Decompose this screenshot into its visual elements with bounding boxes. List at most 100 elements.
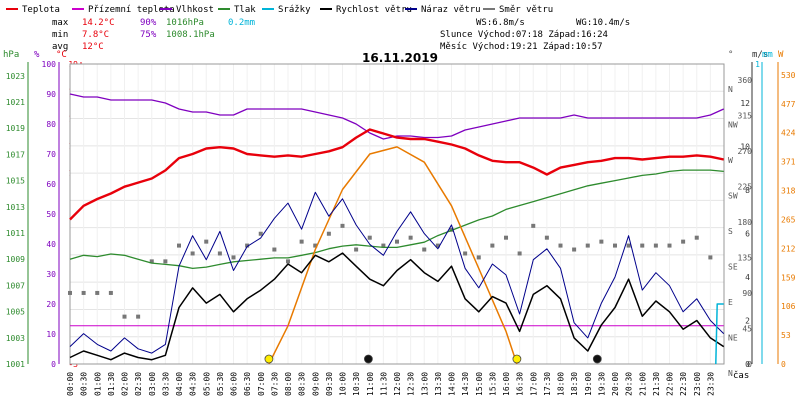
left-axis-tick: 80 [46, 120, 56, 129]
left-axis-tick: 1015 [6, 177, 25, 186]
stats-min-hum: 75% [140, 30, 157, 40]
right-axis-tick: 90 [742, 289, 752, 298]
x-tick-label: 14:00 [448, 372, 457, 396]
right-axis-tick: 315 [738, 111, 753, 120]
x-tick-label: 09:30 [325, 372, 334, 396]
direction-label: NW [728, 120, 738, 129]
left-axis-tick: 50 [46, 210, 56, 219]
wind-direction-point [258, 231, 263, 236]
x-tick-label: 23:30 [706, 372, 715, 396]
wind-direction-point [708, 255, 713, 260]
wind-direction-point [217, 251, 222, 256]
event-sunset [512, 354, 522, 364]
x-tick-label: 22:30 [679, 372, 688, 396]
wind-direction-point [490, 243, 495, 248]
right-axis-tick: 225 [738, 182, 753, 191]
x-tick-label: 13:00 [420, 372, 429, 396]
right-axis-tick: 0 [745, 360, 750, 369]
right-axis-tick: 270 [738, 147, 753, 156]
left-axis-tick: 0 [51, 360, 56, 369]
wind-direction-point [422, 247, 427, 252]
wind-direction-point [81, 290, 86, 295]
right-axes: °360N315NW270W225SW180S135SE90E45NE0Nm/s… [728, 50, 796, 378]
stats-avg-temp: 12°C [82, 42, 104, 52]
wind-direction-point [272, 247, 277, 252]
legend: Teplota Přízemní teplota Vlhkost Tlak Srážky… [6, 5, 553, 15]
series-line-sr-ky [715, 303, 724, 365]
plot-area [68, 63, 725, 365]
series-line-vlhkost [69, 93, 724, 140]
left-axis-tick: 1021 [6, 98, 25, 107]
right-axis-tick: 2 [745, 317, 750, 326]
direction-label: SE [728, 262, 738, 271]
wind-direction-point [122, 314, 127, 319]
right-axis-unit: mm [762, 50, 773, 60]
wind-direction-point [694, 235, 699, 240]
direction-label: E [728, 298, 733, 307]
x-tick-label: 21:00 [638, 372, 647, 396]
direction-label: W [728, 156, 733, 165]
wind-direction-point [572, 247, 577, 252]
right-axis-tick: 10 [740, 143, 750, 152]
series-marks [68, 93, 725, 365]
right-axis-tick: 1 [755, 60, 760, 69]
direction-label: NE [728, 333, 738, 342]
wind-direction-point [667, 243, 672, 248]
direction-label: SW [728, 191, 738, 200]
wind-direction-point [599, 239, 604, 244]
right-axis-tick: 4 [745, 273, 750, 282]
x-tick-label: 07:30 [270, 372, 279, 396]
right-axis-unit: m/s [752, 50, 768, 60]
stats-min-press: 1008.1hPa [166, 30, 215, 40]
wind-direction-point [681, 239, 686, 244]
wind-direction-point [163, 259, 168, 264]
legend-label: Tlak [234, 5, 256, 15]
wind-direction-point [640, 243, 645, 248]
x-tick-label: 22:00 [666, 372, 675, 396]
right-axis-unit: ° [728, 50, 733, 60]
wind-direction-point [299, 239, 304, 244]
right-axis-unit: W [778, 50, 784, 60]
stats-max-hum: 90% [140, 18, 157, 28]
wind-direction-point [177, 243, 181, 248]
right-axis-tick: 265 [781, 215, 796, 224]
wind-direction-point [408, 235, 413, 240]
x-tick-label: 11:30 [379, 372, 388, 396]
right-axis-tick: 6 [745, 230, 750, 239]
x-tick-label: 19:00 [584, 372, 593, 396]
wind-direction-point [544, 235, 549, 240]
stats-wind-gust: WG:10.4m/s [576, 18, 630, 28]
x-tick-label: 14:30 [461, 372, 470, 396]
left-axis-unit: hPa [3, 50, 19, 60]
x-tick-label: 05:00 [202, 372, 211, 396]
stats-max-temp: 14.2°C [82, 18, 115, 28]
left-axis-tick: 1001 [6, 360, 25, 369]
wind-direction-point [558, 243, 563, 248]
wind-direction-point [326, 231, 331, 236]
x-tick-label: 08:30 [298, 372, 307, 396]
wind-direction-point [204, 239, 209, 244]
stats-max-rain: 0.2mm [228, 18, 255, 28]
x-tick-label: 20:30 [625, 372, 634, 396]
x-tick-label: 04:30 [189, 372, 198, 396]
chart-title: 16.11.2019 [362, 51, 438, 65]
direction-label: S [728, 227, 733, 236]
right-axis-tick: 360 [738, 76, 753, 85]
x-tick-label: 01:30 [107, 372, 116, 396]
event-moonrise [592, 354, 602, 364]
stats-sun: Slunce Východ:07:18 Západ:16:24 [440, 30, 608, 40]
plot-frame [69, 63, 725, 365]
x-tick-label: 20:00 [611, 372, 620, 396]
left-axis-tick: 40 [46, 240, 56, 249]
right-axis-tick: 530 [781, 71, 796, 80]
legend-label: Směr větru [499, 5, 553, 15]
wind-direction-point [585, 243, 590, 248]
left-axis-tick: 1005 [6, 308, 25, 317]
x-tick-label: 19:30 [597, 372, 606, 396]
x-tick-label: 11:00 [366, 372, 375, 396]
x-tick-label: 12:00 [393, 372, 402, 396]
x-tick-label: 01:00 [93, 372, 102, 396]
right-axis-tick: 45 [742, 324, 752, 333]
wind-direction-point [626, 243, 631, 248]
